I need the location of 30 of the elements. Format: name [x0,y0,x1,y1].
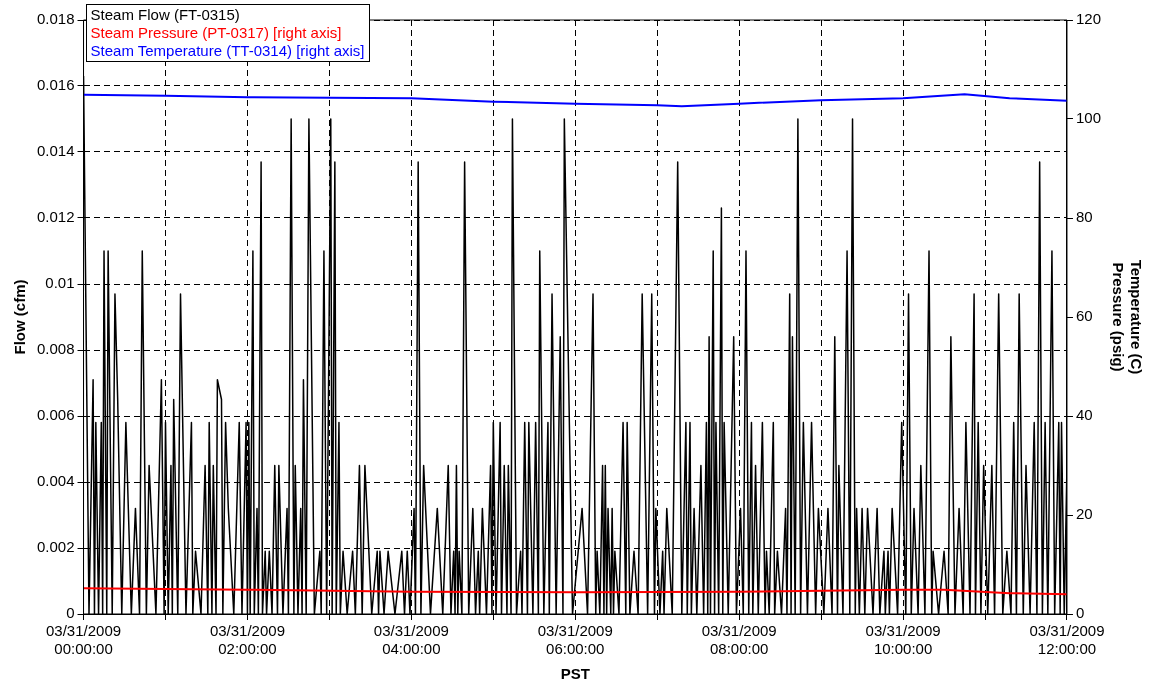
x-tick-label: 03/31/2009 08:00:00 [701,622,777,658]
text: Steam Temperature (TT-0314) [right axis] [90,42,365,60]
y-tick-label: 0.004 [36,472,75,490]
x-tick-label: 03/31/2009 12:00:00 [1029,622,1105,658]
y-tick-label: 0.016 [36,76,75,94]
text: Steam Pressure (PT-0317) [right axis] [90,24,343,42]
y-tick-label: 0.018 [36,10,75,28]
x-tick-label: 03/31/2009 04:00:00 [373,622,449,658]
y-tick-label: 0.006 [36,406,75,424]
x-axis-title: PST [560,665,590,683]
y2-tick-label: 60 [1075,307,1093,325]
text: Steam Flow (FT-0315) [90,6,241,24]
y-tick-label: 0.01 [45,274,75,292]
y-axis-title: Flow (cfm) [11,279,29,355]
y2-axis-title: Temperature (C) Pressure (psig) [1109,259,1145,375]
y2-tick-label: 40 [1075,406,1093,424]
x-tick-label: 03/31/2009 10:00:00 [865,622,941,658]
x-tick-label: 03/31/2009 06:00:00 [537,622,613,658]
y2-tick-label: 120 [1075,10,1101,28]
y-tick-label: 0.012 [36,208,75,226]
x-tick-label: 03/31/2009 02:00:00 [209,622,285,658]
y2-tick-label: 80 [1075,208,1093,226]
x-tick-label: 03/31/2009 00:00:00 [46,622,122,658]
y2-tick-label: 0 [1075,604,1085,622]
y-tick-label: 0.014 [36,142,75,160]
y2-tick-label: 100 [1075,109,1101,127]
y2-tick-label: 20 [1075,505,1093,523]
y-tick-label: 0.008 [36,340,75,358]
y-tick-label: 0.002 [36,538,75,556]
y-tick-label: 0 [66,604,75,622]
